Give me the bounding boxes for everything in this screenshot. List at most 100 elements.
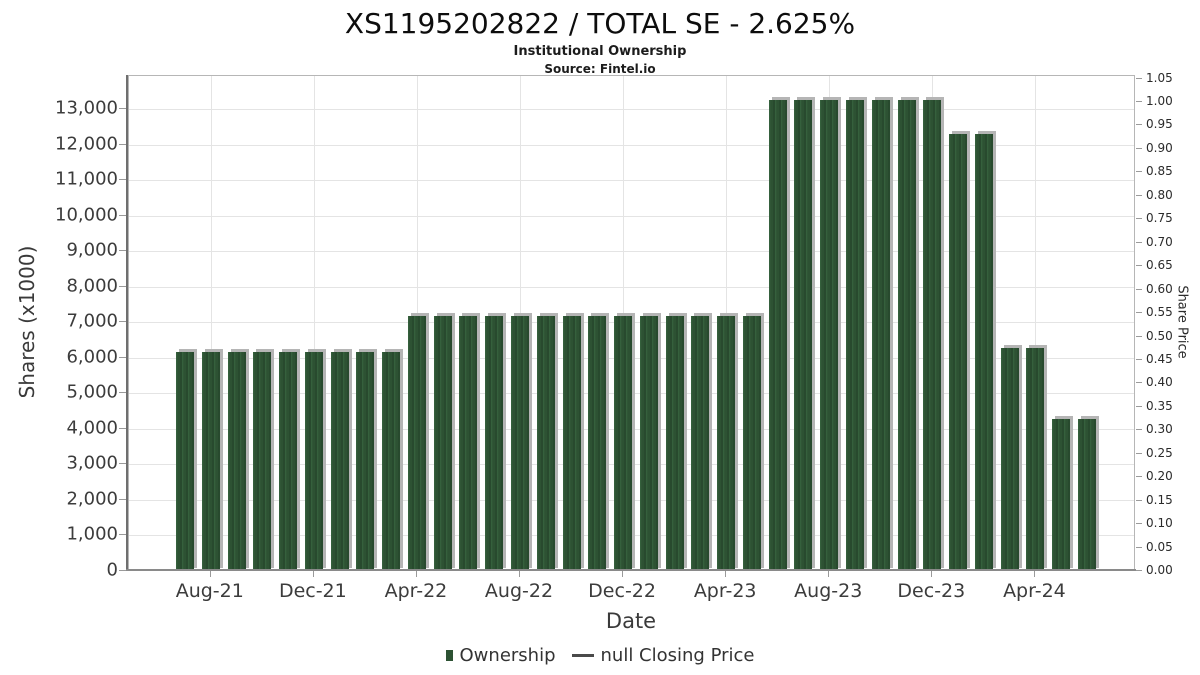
y-axis-tick-label-right: 0.75: [1146, 211, 1173, 226]
legend-item-null-closing-price[interactable]: null Closing Price: [571, 645, 754, 666]
y-axis-title-right: Share Price: [1174, 285, 1190, 359]
x-axis-tick: [415, 571, 417, 577]
y-axis-tick-right: [1136, 171, 1142, 173]
ownership-bar[interactable]: [176, 351, 194, 571]
ownership-bar[interactable]: [279, 351, 298, 571]
ownership-bar[interactable]: [665, 315, 684, 571]
ownership-bar[interactable]: [433, 315, 452, 571]
ownership-bar[interactable]: [1052, 419, 1071, 571]
y-axis-tick-left: [119, 250, 126, 252]
ownership-bar[interactable]: [201, 351, 220, 571]
ownership-bar[interactable]: [742, 315, 761, 571]
y-axis-tick-left: [119, 534, 126, 536]
ownership-bar[interactable]: [897, 100, 916, 571]
ownership-bar[interactable]: [820, 100, 839, 571]
y-axis-tick-right: [1136, 147, 1142, 149]
chart-source: Source: Fintel.io: [544, 62, 656, 76]
x-axis-tick-label: Aug-22: [484, 580, 554, 602]
y-axis-tick-label-left: 3,000: [66, 452, 118, 474]
legend-item-ownership[interactable]: Ownership: [445, 645, 556, 666]
ownership-bar[interactable]: [1026, 347, 1045, 571]
y-axis-tick-right: [1136, 429, 1142, 431]
y-axis-tick-label-right: 0.70: [1146, 234, 1173, 249]
y-axis-tick-label-left: 2,000: [66, 488, 118, 510]
y-axis-tick-label-left: 12,000: [55, 133, 118, 155]
legend-square-marker-icon: [445, 650, 453, 661]
y-axis-tick-right: [1136, 382, 1142, 384]
x-axis-tick-label: Dec-22: [588, 580, 656, 602]
y-axis-tick-label-right: 1.05: [1146, 70, 1173, 85]
v-gridline: [313, 76, 315, 569]
y-axis-tick-left: [119, 498, 126, 500]
ownership-bar[interactable]: [459, 315, 478, 571]
y-axis-tick-label-left: 10,000: [55, 204, 118, 226]
y-axis-tick-right: [1136, 546, 1142, 548]
plot-area: [128, 75, 1135, 571]
ownership-bar[interactable]: [511, 315, 529, 571]
y-axis-tick-label-left: 7,000: [66, 310, 118, 332]
ownership-bar[interactable]: [794, 100, 813, 571]
ownership-bar[interactable]: [614, 315, 633, 571]
ownership-bar[interactable]: [382, 351, 401, 571]
y-axis-tick-right: [1136, 335, 1142, 337]
ownership-bar[interactable]: [304, 351, 323, 571]
ownership-bar[interactable]: [588, 315, 607, 571]
ownership-bar[interactable]: [1000, 347, 1019, 571]
ownership-bar[interactable]: [717, 315, 736, 571]
y-axis-tick-right: [1136, 476, 1142, 478]
y-axis-tick-right: [1136, 288, 1142, 290]
ownership-bar[interactable]: [639, 315, 658, 571]
chart-subtitle: Institutional Ownership: [513, 44, 687, 59]
x-axis-tick: [622, 571, 624, 577]
y-axis-tick-label-left: 6,000: [66, 346, 118, 368]
y-axis-tick-left: [119, 427, 126, 429]
ownership-bar[interactable]: [562, 315, 581, 571]
ownership-bar[interactable]: [923, 100, 942, 571]
ownership-bar[interactable]: [1077, 419, 1096, 571]
ownership-bar[interactable]: [846, 100, 865, 571]
h-gridline: [129, 251, 1134, 253]
x-axis-tick-label: Dec-21: [278, 580, 347, 602]
ownership-bar[interactable]: [330, 351, 349, 571]
y-axis-tick-left: [119, 108, 126, 110]
y-axis-tick-right: [1136, 312, 1142, 314]
ownership-bar[interactable]: [974, 133, 993, 571]
y-axis-tick-label-right: 0.65: [1146, 258, 1173, 273]
y-axis-tick-left: [119, 570, 126, 571]
y-axis-tick-label-left: 11,000: [55, 168, 118, 190]
x-axis-tick: [312, 571, 314, 577]
y-axis-tick-right: [1136, 77, 1142, 79]
y-axis-tick-label-left: 9,000: [66, 239, 118, 261]
ownership-bar[interactable]: [949, 133, 968, 571]
y-axis-tick-left: [119, 214, 126, 216]
y-axis-tick-label-right: 0.05: [1146, 539, 1173, 554]
chart-legend: Ownership null Closing Price: [0, 645, 1200, 666]
y-axis-tick-label-right: 0.60: [1146, 281, 1173, 296]
chart-header: XS1195202822 / TOTAL SE - 2.625% Institu…: [0, 0, 1200, 76]
y-axis-tick-label-right: 0.35: [1146, 398, 1173, 413]
y-axis-tick-label-right: 0.30: [1146, 422, 1173, 437]
ownership-bar[interactable]: [407, 315, 426, 571]
y-axis-tick-right: [1136, 405, 1142, 407]
ownership-bar[interactable]: [536, 315, 555, 571]
ownership-bar[interactable]: [227, 351, 246, 571]
v-gridline: [210, 76, 212, 569]
y-axis-tick-left: [119, 143, 126, 145]
ownership-bar[interactable]: [485, 315, 504, 571]
ownership-bar[interactable]: [253, 351, 272, 571]
ownership-bar[interactable]: [356, 351, 375, 571]
y-axis-tick-label-right: 0.85: [1146, 164, 1173, 179]
ownership-bar[interactable]: [691, 315, 710, 571]
y-axis-spine: [126, 75, 128, 571]
ownership-bar[interactable]: [871, 100, 890, 571]
y-axis-tick-right: [1136, 265, 1142, 267]
y-axis-tick-label-right: 0.95: [1146, 117, 1173, 132]
y-axis-tick-right: [1136, 570, 1142, 571]
ownership-bar[interactable]: [768, 100, 787, 571]
y-axis-tick-right: [1136, 499, 1142, 501]
x-axis-tick-label: Apr-23: [693, 580, 757, 602]
y-axis-tick-label-left: 13,000: [55, 97, 118, 119]
y-axis-tick-right: [1136, 218, 1142, 220]
y-axis-tick-left: [119, 321, 126, 323]
